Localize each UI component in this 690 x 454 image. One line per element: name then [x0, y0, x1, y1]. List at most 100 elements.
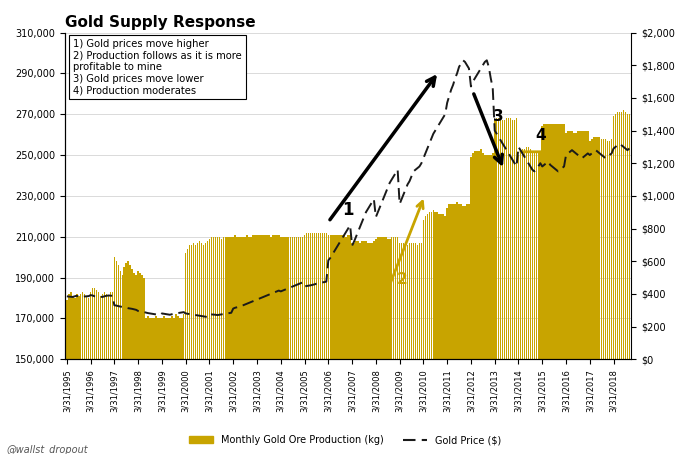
Bar [187, 249, 188, 454]
Bar [361, 241, 363, 454]
Bar [330, 235, 331, 454]
Bar [155, 316, 157, 454]
Bar [326, 232, 327, 454]
Bar [86, 296, 88, 454]
Bar [530, 149, 531, 454]
Text: 2: 2 [396, 272, 407, 287]
Bar [92, 288, 93, 454]
Bar [169, 318, 170, 454]
Bar [167, 318, 168, 454]
Bar [613, 116, 614, 454]
Bar [431, 212, 432, 454]
Bar [422, 220, 424, 454]
Bar [84, 294, 86, 454]
Bar [413, 243, 414, 454]
Bar [583, 131, 584, 454]
Bar [383, 237, 384, 454]
Bar [407, 245, 408, 454]
Bar [373, 241, 375, 454]
Bar [141, 276, 143, 454]
Bar [466, 204, 468, 454]
Bar [260, 235, 262, 454]
Bar [589, 141, 591, 454]
Bar [357, 241, 359, 454]
Bar [446, 208, 448, 454]
Bar [179, 318, 181, 454]
Bar [424, 216, 426, 454]
Bar [381, 237, 382, 454]
Bar [367, 243, 368, 454]
Bar [528, 147, 529, 454]
Bar [462, 206, 464, 454]
Bar [542, 127, 543, 454]
Bar [268, 235, 270, 454]
Bar [395, 237, 397, 454]
Bar [502, 120, 504, 454]
Bar [581, 131, 582, 454]
Bar [365, 241, 367, 454]
Bar [175, 314, 177, 454]
Bar [426, 214, 428, 454]
Bar [264, 235, 266, 454]
Bar [201, 243, 202, 454]
Bar [112, 292, 113, 454]
Bar [547, 124, 549, 454]
Bar [276, 235, 277, 454]
Bar [486, 155, 488, 454]
Bar [615, 114, 616, 454]
Bar [185, 253, 186, 454]
Bar [161, 318, 163, 454]
Bar [484, 155, 486, 454]
Bar [183, 314, 184, 454]
Bar [498, 118, 500, 454]
Bar [482, 153, 484, 454]
Bar [296, 237, 297, 454]
Bar [510, 118, 511, 454]
Bar [403, 243, 404, 454]
Bar [288, 237, 290, 454]
Bar [90, 292, 91, 454]
Bar [549, 124, 551, 454]
Bar [605, 139, 607, 454]
Text: 1: 1 [342, 202, 354, 219]
Bar [437, 212, 438, 454]
Bar [405, 243, 406, 454]
Bar [470, 157, 472, 454]
Bar [393, 237, 395, 454]
Bar [82, 292, 83, 454]
Bar [319, 232, 321, 454]
Bar [250, 237, 252, 454]
Bar [504, 120, 505, 454]
Bar [335, 235, 337, 454]
Bar [379, 237, 381, 454]
Bar [500, 118, 502, 454]
Bar [353, 243, 355, 454]
Bar [149, 318, 151, 454]
Bar [567, 131, 569, 454]
Bar [256, 235, 258, 454]
Bar [106, 294, 107, 454]
Bar [508, 118, 509, 454]
Bar [274, 235, 275, 454]
Bar [622, 110, 624, 454]
Bar [314, 232, 315, 454]
Bar [472, 153, 474, 454]
Bar [317, 232, 319, 454]
Bar [609, 141, 611, 454]
Bar [163, 316, 165, 454]
Bar [506, 118, 507, 454]
Bar [417, 245, 418, 454]
Bar [346, 237, 347, 454]
Bar [553, 124, 555, 454]
Bar [70, 292, 72, 454]
Bar [153, 318, 155, 454]
Bar [337, 235, 339, 454]
Bar [238, 237, 240, 454]
Bar [270, 237, 272, 454]
Bar [240, 237, 242, 454]
Bar [324, 232, 325, 454]
Bar [98, 292, 99, 454]
Text: Gold Supply Response: Gold Supply Response [65, 15, 255, 30]
Bar [476, 151, 477, 454]
Bar [299, 237, 302, 454]
